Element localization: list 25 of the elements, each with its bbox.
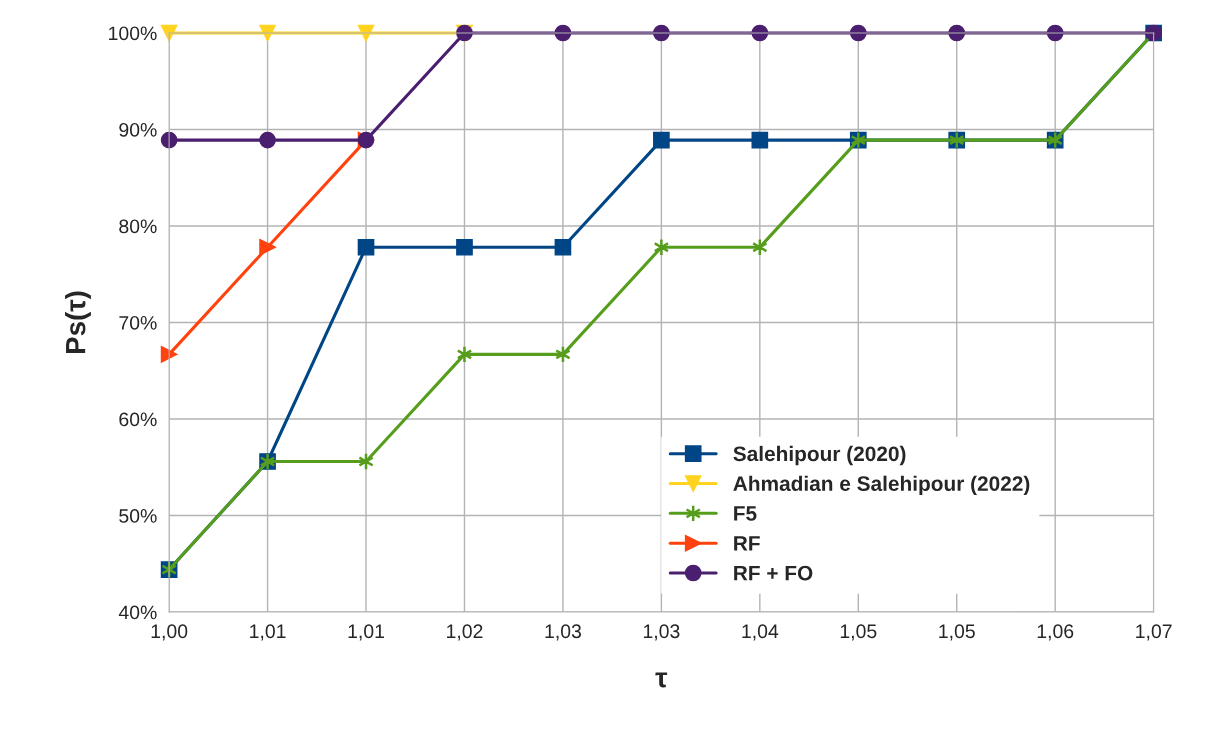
legend-label: RF + FO <box>734 565 813 581</box>
x-tick-label: 1,04 <box>742 624 779 641</box>
y-axis-title: Ps(τ) <box>65 291 91 354</box>
x-tick-label: 1,02 <box>447 624 483 641</box>
legend-label: Ahmadian e Salehipour (2022) <box>733 475 1030 496</box>
y-tick-label: 40% <box>118 605 157 620</box>
y-tick-label: 100% <box>109 26 157 41</box>
x-tick-label: 1,01 <box>348 624 384 641</box>
x-tick-label: 1,05 <box>840 624 877 641</box>
legend-label: RF <box>734 536 760 551</box>
y-tick-label: 70% <box>119 315 157 330</box>
x-axis-title: τ <box>655 672 668 688</box>
y-tick-label: 60% <box>119 412 157 427</box>
x-tick-label: 1,05 <box>939 624 975 641</box>
legend-label: F5 <box>734 506 757 521</box>
x-tick-label: 1,06 <box>1037 624 1074 641</box>
x-tick-label: 1,03 <box>545 624 581 641</box>
y-tick-label: 50% <box>119 509 157 523</box>
legend-label: Salehipour (2020) <box>733 445 906 466</box>
y-tick-label: 80% <box>119 219 157 234</box>
x-tick-label: 1,03 <box>643 624 680 641</box>
y-tick-label: 90% <box>119 122 157 137</box>
x-tick-label: 1,07 <box>1136 624 1172 641</box>
x-tick-label: 1,00 <box>151 624 188 641</box>
x-tick-label: 1,01 <box>250 624 286 641</box>
